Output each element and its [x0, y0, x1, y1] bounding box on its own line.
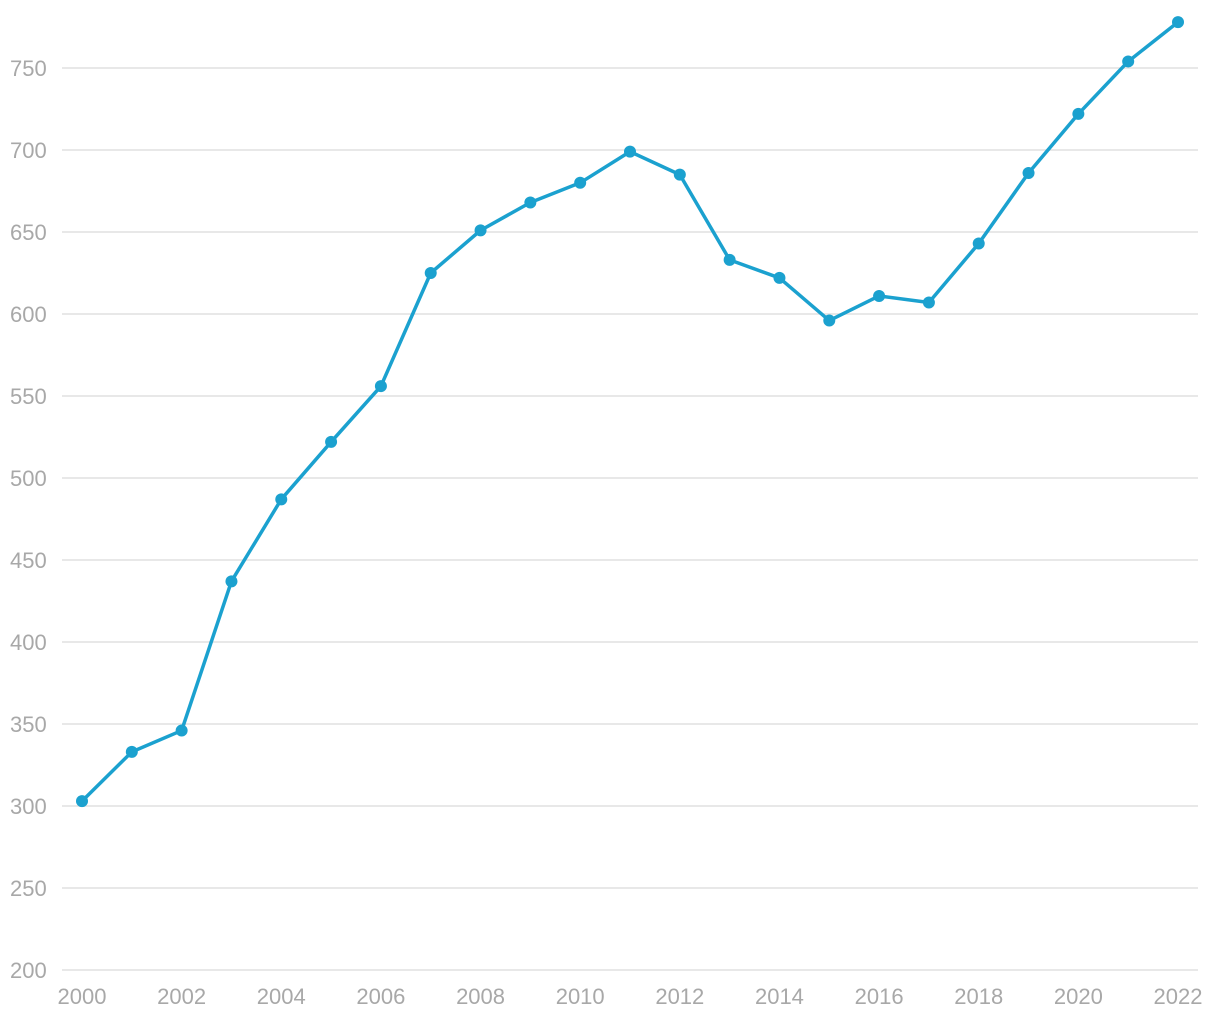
x-tick-label: 2002 [157, 984, 206, 1009]
x-tick-label: 2010 [556, 984, 605, 1009]
data-point-2010 [574, 176, 587, 189]
data-point-2001 [125, 745, 138, 758]
data-point-2016 [873, 289, 886, 302]
x-tick-label: 2022 [1154, 984, 1203, 1009]
x-axis-ticks: 2000 2002 2004 2006 2008 2010 2012 2014 2016 2018… [58, 984, 1203, 1009]
y-tick-label: 600 [10, 302, 47, 327]
x-tick-label: 2008 [456, 984, 505, 1009]
data-points [76, 16, 1184, 808]
y-tick-label: 750 [10, 56, 47, 81]
data-point-2022 [1172, 16, 1184, 29]
x-tick-label: 2012 [655, 984, 704, 1009]
data-point-2006 [374, 380, 387, 393]
data-point-2008 [474, 224, 487, 237]
y-tick-label: 300 [10, 794, 47, 819]
y-tick-label: 250 [10, 876, 47, 901]
data-point-2007 [424, 267, 437, 279]
data-point-2003 [225, 575, 238, 588]
data-point-2012 [673, 168, 686, 181]
data-point-2020 [1072, 107, 1085, 120]
y-tick-label: 500 [10, 466, 47, 491]
x-tick-label: 2018 [954, 984, 1003, 1009]
y-axis-ticks: 200 250 300 350 400 450 500 550 600 650 700 750 [10, 56, 47, 983]
y-tick-label: 550 [10, 384, 47, 409]
series-line [80, 20, 1180, 803]
series-line-layer [80, 20, 1180, 803]
data-point-2017 [922, 296, 935, 309]
x-tick-label: 2016 [855, 984, 904, 1009]
x-tick-label: 2020 [1054, 984, 1103, 1009]
data-point-2013 [723, 253, 736, 266]
y-tick-label: 700 [10, 138, 47, 163]
data-point-2011 [624, 145, 636, 158]
data-point-2019 [1022, 166, 1035, 179]
y-tick-label: 400 [10, 630, 47, 655]
y-tick-label: 200 [10, 958, 47, 983]
x-tick-label: 2004 [257, 984, 306, 1009]
data-point-2009 [524, 196, 537, 209]
data-point-2021 [1122, 55, 1135, 68]
data-point-2000 [76, 795, 88, 808]
y-tick-label: 650 [10, 220, 47, 245]
data-point-2005 [325, 435, 338, 448]
data-point-2002 [175, 724, 188, 737]
grid-lines [62, 67, 1198, 971]
y-tick-label: 450 [10, 548, 47, 573]
x-tick-label: 2014 [755, 984, 804, 1009]
data-point-2004 [275, 493, 288, 506]
y-tick-label: 350 [10, 712, 47, 737]
data-point-2014 [773, 271, 786, 284]
data-point-2018 [972, 237, 985, 250]
data-point-2015 [823, 314, 836, 327]
x-tick-label: 2000 [58, 984, 107, 1009]
x-tick-label: 2006 [356, 984, 405, 1009]
